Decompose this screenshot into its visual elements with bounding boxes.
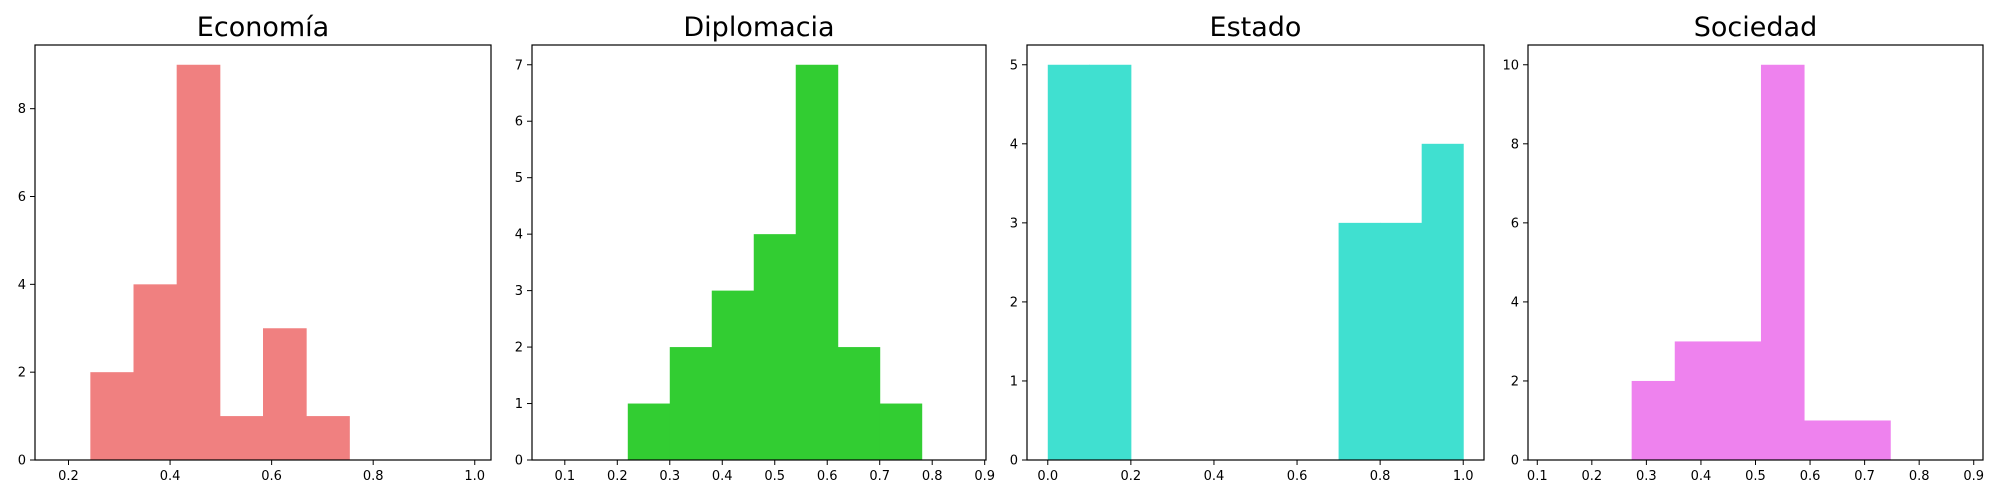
x-tick-label: 0.9 xyxy=(1963,469,1984,484)
x-tick-label: 0.8 xyxy=(922,469,943,484)
x-tick-label: 0.4 xyxy=(1691,469,1712,484)
histogram-bar xyxy=(795,64,839,460)
x-tick-label: 0.7 xyxy=(1854,469,1875,484)
x-tick-label: 0.2 xyxy=(1121,469,1142,484)
histogram-bar xyxy=(263,328,307,460)
y-tick-label: 3 xyxy=(1010,216,1018,231)
y-tick-label: 5 xyxy=(1010,58,1018,73)
histogram-bar xyxy=(879,403,923,460)
x-tick-label: 0.4 xyxy=(160,469,181,484)
histogram-bar xyxy=(1847,420,1891,460)
y-tick-label: 6 xyxy=(18,190,26,205)
chart-panel-1: 0.2 0.4 0.6 0.8 1.0 0 2 4 6 8 Economía xyxy=(18,12,492,484)
histogram-bar xyxy=(219,416,264,460)
x-tick-label: 0.5 xyxy=(1745,469,1766,484)
histogram-bar xyxy=(1421,143,1464,461)
x-tick-label: 0.9 xyxy=(974,469,995,484)
histogram-bar xyxy=(1717,341,1762,460)
y-tick-label: 0 xyxy=(18,454,26,469)
y-tick-label: 0 xyxy=(1010,454,1018,469)
histogram-bar xyxy=(669,347,713,460)
histogram-bar xyxy=(627,403,671,460)
axes-frame xyxy=(34,44,492,461)
y-tick-label: 6 xyxy=(1511,216,1519,231)
x-tick-label: 1.0 xyxy=(1453,469,1474,484)
x-tick-label: 0.6 xyxy=(817,469,838,484)
y-tick-label: 0 xyxy=(515,454,523,469)
y-tick-label: 4 xyxy=(1010,137,1018,152)
x-tick-label: 0.1 xyxy=(1527,469,1548,484)
y-tick-label: 8 xyxy=(1511,137,1519,152)
chart-panel-2: 0.1 0.2 0.3 0.4 0.5 0.6 0.7 0.8 0.9 0 1 2 3 4 5 6 7 Diplo… xyxy=(515,12,995,484)
histogram-bar xyxy=(1804,420,1848,460)
x-tick-label: 0.8 xyxy=(1909,469,1930,484)
y-tick-label: 2 xyxy=(1511,374,1519,389)
y-tick-label: 3 xyxy=(515,284,523,299)
y-tick-label: 2 xyxy=(515,341,523,356)
histogram-bar xyxy=(133,284,178,460)
histogram-bar xyxy=(1760,64,1805,460)
x-tick-label: 0.7 xyxy=(869,469,890,484)
x-tick-label: 0.6 xyxy=(261,469,282,484)
y-tick-label: 4 xyxy=(515,228,523,243)
y-tick-label: 2 xyxy=(18,366,26,381)
histogram-bar xyxy=(176,64,221,460)
y-tick-label: 4 xyxy=(18,278,26,293)
y-tick-label: 7 xyxy=(515,58,523,73)
histogram-bar xyxy=(711,290,755,460)
x-tick-label: 0.2 xyxy=(58,469,79,484)
x-tick-label: 0.5 xyxy=(764,469,785,484)
x-tick-label: 0.6 xyxy=(1287,469,1308,484)
x-tick-label: 0.6 xyxy=(1800,469,1821,484)
x-tick-label: 0.3 xyxy=(1636,469,1657,484)
x-tick-label: 0.8 xyxy=(363,469,384,484)
chart-title: Diplomacia xyxy=(683,12,834,43)
y-tick-label: 6 xyxy=(515,115,523,130)
y-tick-label: 0 xyxy=(1511,454,1519,469)
histogram-bar xyxy=(1089,64,1132,460)
x-tick-label: 0.4 xyxy=(712,469,733,484)
x-tick-label: 0.2 xyxy=(607,469,628,484)
chart-panel-4: 0.1 0.2 0.3 0.4 0.5 0.6 0.7 0.8 0.9 0 2 4 6 8 10 Socied… xyxy=(1502,12,1984,484)
y-tick-label: 5 xyxy=(515,171,523,186)
chart-title: Estado xyxy=(1210,12,1302,43)
histogram-bar xyxy=(1338,222,1381,460)
y-tick-label: 2 xyxy=(1010,295,1018,310)
axes-frame xyxy=(1026,44,1485,461)
y-tick-label: 8 xyxy=(18,102,26,117)
histogram-bar xyxy=(837,347,881,460)
histogram-bar xyxy=(1380,222,1423,460)
y-tick-label: 1 xyxy=(1010,374,1018,389)
histogram-bar xyxy=(306,416,350,460)
chart-title: Economía xyxy=(197,12,329,43)
x-tick-label: 0.3 xyxy=(659,469,680,484)
x-tick-label: 0.2 xyxy=(1581,469,1602,484)
x-tick-label: 0.8 xyxy=(1370,469,1391,484)
x-tick-label: 0.4 xyxy=(1204,469,1225,484)
histogram-bar xyxy=(1674,341,1719,460)
histogram-bar xyxy=(90,372,135,460)
y-tick-label: 10 xyxy=(1502,58,1519,73)
histogram-bar xyxy=(1047,64,1090,460)
x-tick-label: 0.0 xyxy=(1037,469,1058,484)
histogram-bar xyxy=(753,234,797,460)
x-tick-label: 0.1 xyxy=(554,469,575,484)
axes-frame xyxy=(531,44,987,461)
y-tick-label: 1 xyxy=(515,397,523,412)
y-tick-label: 4 xyxy=(1511,295,1519,310)
x-tick-label: 1.0 xyxy=(464,469,485,484)
chart-title: Sociedad xyxy=(1694,12,1817,43)
histogram-bar xyxy=(1631,380,1676,460)
chart-panel-3: 0.0 0.2 0.4 0.6 0.8 1.0 0 1 2 3 4 5 Estado xyxy=(1010,12,1485,484)
